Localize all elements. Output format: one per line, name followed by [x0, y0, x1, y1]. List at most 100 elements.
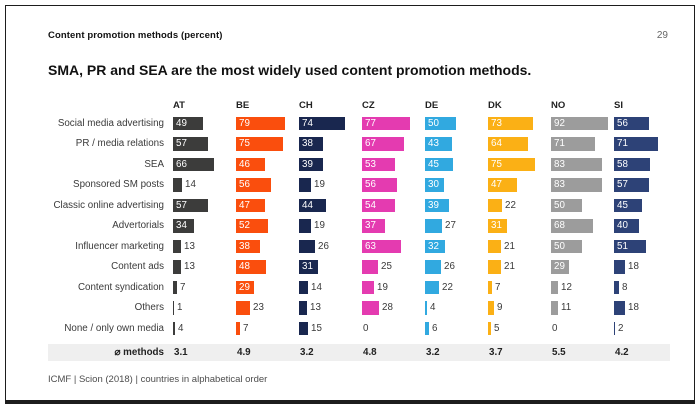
value-bar	[236, 116, 285, 130]
bar-cell-be: 7	[235, 321, 298, 335]
value-label: 29	[239, 281, 250, 293]
bar-cell-cz: 67	[361, 137, 424, 151]
value-bar	[551, 301, 558, 315]
value-label: 53	[365, 158, 376, 170]
table-row: Content ads 13 48 31 25 26 21 29 18	[48, 257, 670, 278]
average-value-cz: 4.8	[363, 346, 377, 358]
value-bar	[551, 198, 582, 212]
value-bar	[362, 116, 410, 130]
bar-cell-de: 6	[424, 321, 487, 335]
value-label: 7	[180, 281, 186, 293]
bar-cell-be: 23	[235, 301, 298, 315]
column-header-row: AT BE CH CZ DE DK NO SI	[48, 94, 670, 111]
value-bar	[299, 178, 311, 192]
bar-cell-be: 38	[235, 239, 298, 253]
bar-cell-cz: 28	[361, 301, 424, 315]
value-bar	[425, 219, 442, 233]
row-label: PR / media relations	[75, 138, 164, 150]
bar-cell-be: 56	[235, 178, 298, 192]
bar-cell-cz: 77	[361, 116, 424, 130]
value-bar	[488, 116, 533, 130]
value-bar	[425, 280, 439, 294]
bar-cell-at: 4	[172, 321, 235, 335]
bar-cell-be: 29	[235, 280, 298, 294]
value-label: 75	[491, 158, 502, 170]
page-number: 29	[656, 30, 668, 41]
table-row: Others 1 23 13 28 4 9 11 18	[48, 298, 670, 319]
value-label: 29	[554, 261, 565, 272]
row-label: None / only own media	[64, 322, 164, 334]
row-label: Classic online advertising	[53, 199, 164, 211]
table-row: Influencer marketing 13 38 26 63 32 21 50 51	[48, 236, 670, 257]
value-label: 92	[554, 117, 565, 129]
value-bar	[425, 198, 449, 212]
bar-cell-be: 75	[235, 137, 298, 151]
value-label: 51	[617, 240, 628, 252]
value-bar	[362, 219, 385, 233]
bar-cell-dk: 7	[487, 280, 550, 294]
bar-cell-ch: 19	[298, 178, 361, 192]
value-bar	[299, 198, 326, 212]
value-label: 34	[176, 220, 187, 231]
value-bar	[488, 280, 492, 294]
bar-cell-de: 32	[424, 239, 487, 253]
bar-cell-at: 13	[172, 239, 235, 253]
value-label: 47	[491, 179, 502, 190]
value-bar	[425, 116, 456, 130]
average-value-ch: 3.2	[300, 346, 314, 358]
bar-cell-be: 48	[235, 260, 298, 274]
value-bar	[425, 157, 453, 171]
value-label: 48	[239, 261, 250, 272]
value-bar	[236, 239, 260, 253]
value-label: 79	[239, 117, 250, 129]
value-label: 31	[491, 220, 502, 231]
bar-cell-at: 14	[172, 178, 235, 192]
table-row: Classic online advertising 57 47 44 54 39 22 50…	[48, 195, 670, 216]
bar-cell-at: 49	[172, 116, 235, 130]
value-bar	[551, 280, 558, 294]
value-label: 38	[239, 240, 250, 252]
value-label: 15	[311, 322, 322, 334]
bar-cell-dk: 47	[487, 178, 550, 192]
value-label: 9	[497, 302, 503, 313]
column-header-cz: CZ	[362, 100, 375, 111]
value-bar	[488, 260, 501, 274]
bar-cell-dk: 21	[487, 239, 550, 253]
bar-cell-de: 30	[424, 178, 487, 192]
bar-cell-at: 57	[172, 198, 235, 212]
value-bar	[488, 137, 528, 151]
value-bar	[299, 280, 308, 294]
value-label: 83	[554, 179, 565, 190]
value-label: 37	[365, 220, 376, 231]
bar-cell-si: 2	[613, 321, 676, 335]
bar-chart: AT BE CH CZ DE DK NO SI Social media advertisin…	[48, 94, 670, 361]
value-label: 18	[628, 261, 639, 272]
value-bar	[236, 260, 266, 274]
value-bar	[362, 260, 378, 274]
value-label: 21	[504, 261, 515, 272]
value-label: 12	[561, 281, 572, 293]
table-row: Social media advertising 49 79 74 77 50 73 92 56	[48, 113, 670, 134]
value-label: 32	[428, 240, 439, 252]
value-bar	[173, 280, 177, 294]
header-row: Content promotion methods (percent) 29	[48, 30, 670, 41]
value-bar	[236, 280, 254, 294]
value-bar	[488, 198, 502, 212]
bar-cell-no: 71	[550, 137, 613, 151]
bar-cell-si: 56	[613, 116, 676, 130]
value-label: 63	[365, 240, 376, 252]
table-row: None / only own media 4 7 15 0 6 5 0 2	[48, 318, 670, 339]
bar-cell-cz: 25	[361, 260, 424, 274]
value-bar	[362, 280, 374, 294]
value-bar	[299, 137, 323, 151]
bar-cell-ch: 38	[298, 137, 361, 151]
value-bar	[362, 198, 395, 212]
bar-cell-be: 79	[235, 116, 298, 130]
value-label: 19	[314, 220, 325, 231]
value-bar	[488, 178, 517, 192]
value-bar	[236, 321, 240, 335]
bar-cell-si: 57	[613, 178, 676, 192]
row-label: SEA	[144, 158, 164, 170]
bar-cell-ch: 31	[298, 260, 361, 274]
value-label: 19	[314, 179, 325, 190]
